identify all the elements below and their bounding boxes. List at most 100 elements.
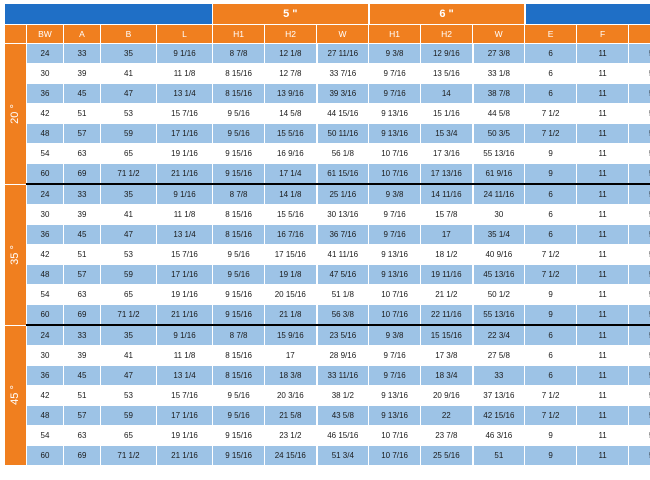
table-cell: 59 [100,405,157,426]
column-header: W [316,24,370,44]
table-cell: 47 [100,365,157,386]
table-cell: 5/8 [628,365,650,386]
table-cell: 20 9/16 [420,385,474,406]
table-cell: 11 1/8 [155,345,214,366]
table-cell: 63 [63,425,101,446]
table-cell: 69 [63,445,101,466]
table-cell: 56 1/8 [315,143,370,164]
table-cell: 53 [100,103,157,124]
table-cell: 46 3/16 [471,425,526,446]
table-cell: 19 1/16 [155,143,214,164]
table-cell: 17 [264,345,318,366]
table-cell: 35 [100,183,157,205]
table-cell: 5/8 [628,123,650,144]
table-cell: 11 [576,224,630,245]
table-row: 35 ° 24 33 35 9 1/16 8 7/8 14 1/8 25 1/16 9 3/8 1… [4,183,650,326]
table-cell: 5/8 [628,63,650,84]
table-cell: 55 13/16 [471,304,526,326]
angle-label-text: 45 ° [9,385,22,406]
table-cell: 45 [63,365,101,386]
table-cell: 61 15/16 [315,163,370,185]
table-cell: 18 3/4 [420,365,474,386]
table-cell: 6 [524,365,578,386]
table-cell: 11 [576,123,630,144]
table-cell: 7 1/2 [524,405,578,426]
table-row: 60 69 71 1/2 21 1/16 9 15/16 17 1/4 61 15/16 10… [5,163,650,185]
table-cell: 15 15/16 [420,324,474,346]
table-cell: 9 [524,304,578,326]
table-cell: 53 [100,385,157,406]
table-cell: 17 1/16 [155,264,214,285]
table-cell: 39 [63,63,101,84]
table-cell: 15 7/16 [155,385,214,406]
table-row: 20 ° 24 33 35 9 1/16 8 7/8 12 1/8 27 11/16 9 3/8… [4,43,650,185]
table-cell: 5/8 [628,224,650,245]
table-cell: 8 15/16 [212,83,266,104]
table-cell: 54 [26,425,64,446]
table-cell: 9 15/16 [212,143,266,164]
table-cell: 27 3/8 [471,43,526,64]
table-cell: 69 [63,304,101,326]
table-cell: 13 5/16 [420,63,474,84]
table-cell: 63 [63,284,101,305]
table-cell: 9 5/16 [212,123,266,144]
table-cell: 8 7/8 [212,183,266,205]
table-cell: 53 [100,244,157,265]
table-cell: 37 13/16 [471,385,526,406]
table-cell: 9 15/16 [212,304,266,326]
table-cell: 9 [524,284,578,305]
table-cell: 54 [26,284,64,305]
table-cell: 9 7/16 [368,345,422,366]
table-row: 48 57 59 17 1/16 9 5/16 21 5/8 43 5/8 9 13/16 22… [5,405,650,426]
table-cell: 9 7/16 [368,224,422,245]
table-cell: 40 9/16 [471,244,526,265]
table-cell: 5/8 [628,284,650,305]
table-cell: 11 [576,425,630,446]
table-cell: 9 [524,143,578,164]
table-cell: 30 [26,204,64,225]
table-cell: 60 [26,163,64,185]
table-cell: 20 3/16 [264,385,318,406]
table-cell: 17 1/16 [155,405,214,426]
table-cell: 9 1/16 [155,43,214,64]
table-cell: 9 5/16 [212,405,266,426]
table-cell: 8 15/16 [212,204,266,225]
table-cell: 51 [63,385,101,406]
table-cell: 17 [420,224,474,245]
table-cell: 48 [26,264,64,285]
table-cell: 8 7/8 [212,324,266,346]
angle-label: 20 ° [4,43,27,185]
table-row: 54 63 65 19 1/16 9 15/16 23 1/2 46 15/16 10 7/1… [5,425,650,446]
table-row: 36 45 47 13 1/4 8 15/16 16 7/16 36 7/16 9 7/16 1… [5,224,650,245]
angle-label: 45 ° [4,324,27,466]
table-cell: 9 [524,163,578,185]
table-cell: 9 15/16 [212,425,266,446]
table-cell: 7 1/2 [524,264,578,285]
table-cell: 13 9/16 [264,83,318,104]
table-cell: 5/8 [628,143,650,164]
table-cell: 5/8 [628,244,650,265]
header-angle-corner [4,24,27,44]
column-header: W [472,24,526,44]
table-cell: 24 [26,324,64,346]
table-cell: 57 [63,405,101,426]
column-header: K [628,24,650,44]
table-cell: 71 1/2 [100,304,157,326]
column-header: H1 [368,24,422,44]
table-cell: 24 [26,183,64,205]
table-cell: 6 [524,324,578,346]
table-cell: 6 [524,43,578,64]
table-cell: 11 [576,103,630,124]
table-cell: 12 7/8 [264,63,318,84]
table-cell: 11 [576,324,630,346]
table-cell: 61 9/16 [471,163,526,185]
table-cell: 9 7/16 [368,204,422,225]
table-cell: 48 [26,405,64,426]
table-cell: 11 [576,345,630,366]
table-cell: 46 15/16 [315,425,370,446]
table-row: 60 69 71 1/2 21 1/16 9 15/16 21 1/8 56 3/8 10 7… [5,304,650,326]
table-cell: 21 1/16 [155,163,214,185]
table-cell: 65 [100,143,157,164]
table-cell: 45 13/16 [471,264,526,285]
table-cell: 7 1/2 [524,385,578,406]
